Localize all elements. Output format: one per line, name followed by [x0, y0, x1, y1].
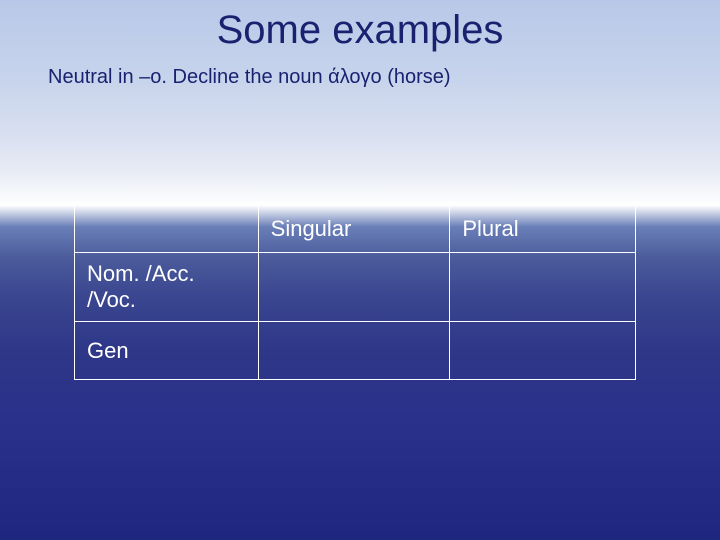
table-header-singular: Singular — [258, 205, 450, 253]
slide-title: Some examples — [0, 8, 720, 53]
table-row: Nom. /Acc. /Voc. — [75, 253, 636, 322]
slide: Some examples Neutral in –o. Decline the… — [0, 0, 720, 540]
table-header-row: Singular Plural — [75, 205, 636, 253]
cell-nom-plural — [450, 253, 636, 322]
cell-gen-plural — [450, 322, 636, 380]
cell-gen-singular — [258, 322, 450, 380]
table-header-plural: Plural — [450, 205, 636, 253]
cell-nom-singular — [258, 253, 450, 322]
row-label-gen: Gen — [75, 322, 259, 380]
declension-table: Singular Plural Nom. /Acc. /Voc. Gen — [74, 204, 636, 380]
slide-subtitle: Neutral in –o. Decline the noun άλογο (h… — [48, 66, 451, 89]
table-header-blank — [75, 205, 259, 253]
table-row: Gen — [75, 322, 636, 380]
row-label-nom-acc-voc: Nom. /Acc. /Voc. — [75, 253, 259, 322]
